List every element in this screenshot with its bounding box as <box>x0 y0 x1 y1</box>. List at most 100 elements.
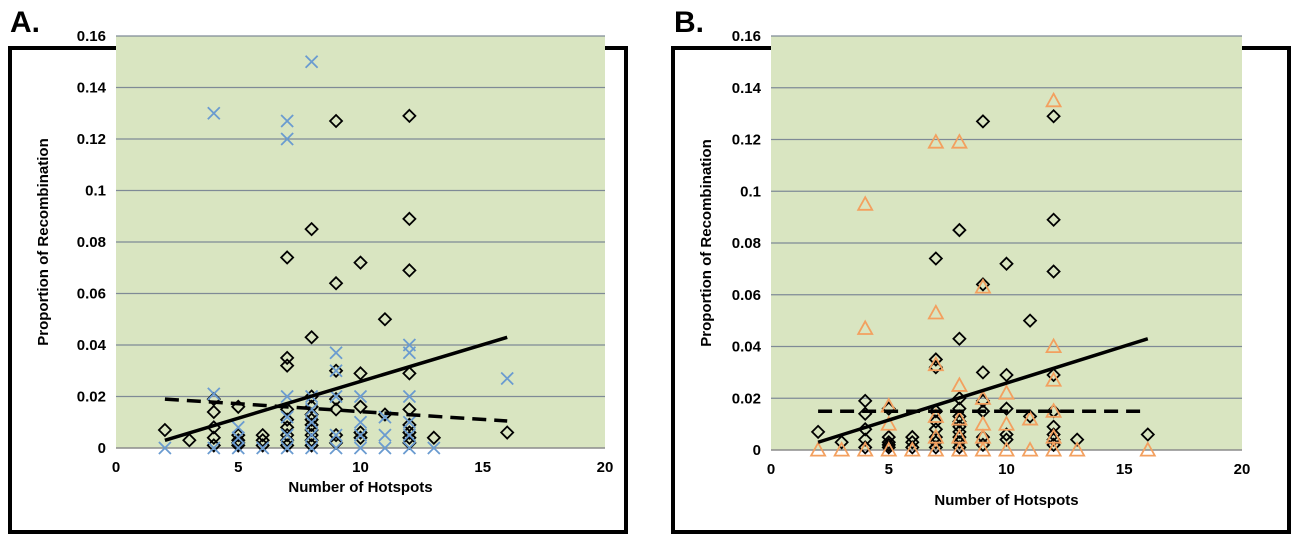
chart-b-triangle-point <box>856 319 874 335</box>
chart-a-diamond-point <box>328 427 344 443</box>
chart-b-diamond-point <box>952 409 967 424</box>
chart-a-cross-point <box>427 441 441 455</box>
chart-a-cross-point <box>353 415 368 429</box>
chart-a-diamond-point <box>279 350 295 366</box>
chart-b-diamond-point <box>952 434 967 450</box>
chart-b-y-tick-label: 0.02 <box>732 390 761 407</box>
chart-b-diamond-point <box>928 251 944 266</box>
chart-b-y-tick-label: 0.14 <box>732 80 762 97</box>
chart-a-cross-point <box>329 364 343 378</box>
chart-a-diamond-point <box>426 430 442 445</box>
chart-b-triangle-point <box>927 441 945 457</box>
chart-a-y-tick-label: 0 <box>98 440 106 457</box>
chart-a-y-tick-label: 0.04 <box>77 337 107 354</box>
chart-a-y-tick-label: 0.02 <box>77 389 106 406</box>
chart-b-triangle-point <box>927 407 945 423</box>
chart-b-triangle-point <box>1021 441 1039 457</box>
chart-a-cross-point <box>280 410 294 424</box>
chart-b-triangle-point <box>997 384 1016 400</box>
chart-a-diamond-point <box>328 402 344 417</box>
chart-b-diamond-point <box>975 114 991 129</box>
chart-a-diamond-point <box>377 311 393 327</box>
chart-b-diamond-point <box>975 365 991 380</box>
chart-a-cross-point <box>353 441 368 455</box>
chart-a-cross-point <box>378 428 392 442</box>
chart-a-diamond-point <box>402 108 417 124</box>
chart-b-diamond-point <box>999 256 1014 271</box>
chart-b-diamond-point <box>1046 427 1061 442</box>
chart-a-diamond-point <box>328 275 344 291</box>
chart-a-cross-point <box>304 415 319 429</box>
chart-b-x-tick-label: 15 <box>1116 461 1133 478</box>
chart-a-cross-point <box>304 55 319 69</box>
chart-a-diamond-point <box>353 366 368 381</box>
chart-a-x-tick-label: 15 <box>474 459 491 476</box>
chart-a-diamond-point <box>304 221 319 237</box>
chart-b-diamond-point <box>952 222 967 238</box>
chart-a-diamond-point <box>402 263 417 278</box>
chart-a-y-tick-label: 0.1 <box>85 183 106 200</box>
chart-b-diamond-point <box>881 440 897 455</box>
chart-a-cross-point <box>231 431 245 445</box>
chart-b-diamond-point <box>1046 108 1061 124</box>
chart-b-trendline-solid <box>817 337 1149 444</box>
chart-a-x-tick-label: 5 <box>234 459 242 476</box>
chart-a-diamond-point <box>328 113 344 129</box>
chart-b-y-tick-label: 0.04 <box>732 339 762 356</box>
chart-b-diamond-point <box>905 434 920 450</box>
chart-b-triangle-point <box>974 389 992 405</box>
chart-b-diamond-point <box>999 401 1014 416</box>
chart-a-cross-point <box>402 389 417 404</box>
chart-a-cross-point <box>353 389 368 404</box>
chart-b-y-tick-label: 0.16 <box>732 28 761 45</box>
chart-a-diamond-point <box>206 404 222 420</box>
chart-a-diamond-point <box>279 412 295 427</box>
chart-b-x-tick-label: 5 <box>885 461 893 478</box>
chart-a-diamond-point <box>402 366 417 381</box>
chart-b-x-tick-label: 10 <box>998 461 1015 478</box>
chart-a-cross-point <box>304 441 319 455</box>
chart-b-triangle-point <box>1045 91 1063 108</box>
chart-a-cross-point <box>329 346 343 360</box>
chart-b-y-tick-label: 0.08 <box>732 235 761 252</box>
chart-b-triangle-point <box>927 304 945 320</box>
chart-b-diamond-point <box>1022 313 1038 328</box>
chart-b-triangle-point <box>880 441 898 457</box>
chart-a-diamond-point <box>353 399 368 415</box>
chart-a-y-tick-label: 0.06 <box>77 286 106 303</box>
chart-b-triangle-point <box>856 441 874 457</box>
chart-a-cross-point <box>402 428 417 442</box>
chart-a-diamond-point <box>304 427 319 443</box>
chart-b-diamond-point <box>857 432 873 447</box>
chart-b-diamond-point <box>928 440 944 455</box>
chart-a-diamond-point <box>206 430 222 445</box>
chart-a-cross-point <box>329 428 343 442</box>
chart-b-x-axis-title: Number of Hotspots <box>934 492 1078 509</box>
chart-a-trendline-dashed <box>164 397 508 423</box>
chart-b-triangle-point <box>974 278 992 294</box>
chart-a-diamond-point <box>328 363 344 379</box>
chart-a-cross-point <box>378 441 392 455</box>
chart-b-diamond-point <box>1140 427 1156 442</box>
chart-b-diamond-point <box>1046 212 1061 227</box>
chart-a-cross-point <box>304 402 319 417</box>
chart-a-diamond-point <box>402 430 417 445</box>
chart-b-x-tick-label: 0 <box>767 461 775 478</box>
chart-b-diamond-point <box>834 434 849 450</box>
chart-a-y-tick-label: 0.12 <box>77 131 106 148</box>
chart-b-triangle-point <box>1045 337 1063 354</box>
chart-a-cross-point <box>207 387 221 401</box>
panel-label-a: A. <box>10 6 40 39</box>
chart-b-diamond-point <box>952 424 967 440</box>
chart-b-diamond-point <box>928 434 944 450</box>
panel-label-b: B. <box>674 6 704 39</box>
chart-b-triangle-point <box>1021 410 1039 426</box>
chart-b-triangle-point <box>950 410 968 426</box>
chart-b-triangle-point <box>1139 441 1157 457</box>
chart-a-cross-point <box>353 428 368 442</box>
chart-a-cross-point <box>500 371 514 386</box>
chart-b-y-tick-label: 0.1 <box>740 183 761 200</box>
chart-b-diamond-point <box>857 440 873 455</box>
chart-b-triangle-point <box>950 441 968 457</box>
chart-a-cross-point <box>158 441 172 455</box>
